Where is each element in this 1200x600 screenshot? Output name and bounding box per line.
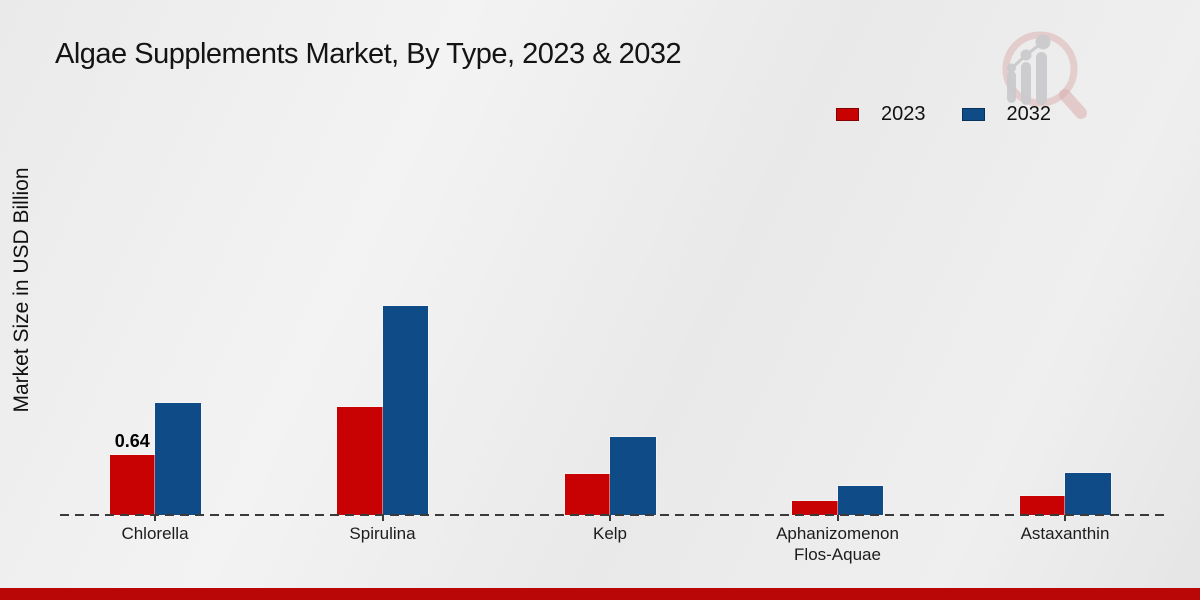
legend-swatch-2032 (961, 108, 985, 121)
legend: 2023 2032 (836, 103, 1051, 126)
legend-label-2023: 2023 (881, 103, 926, 125)
bottom-accent-bar (0, 588, 1200, 600)
magnifier-growth-chart-logo-icon (993, 25, 1093, 125)
x-tick-kelp (609, 515, 611, 521)
x-category-label-chlorella: Chlorella (121, 524, 189, 543)
x-category-label-aphanizomenon-flos-aquae: Aphanizomenon Flos-Aquae (776, 524, 899, 565)
bar-2032-chlorella (155, 402, 201, 515)
bar-2032-spirulina (382, 306, 428, 515)
x-category-label-spirulina: Spirulina (349, 524, 416, 543)
bar-2032-aphanizomenon-flos-aquae (837, 485, 883, 515)
legend-swatch-2023 (836, 108, 859, 121)
x-tick-chlorella (154, 515, 156, 521)
x-tick-astaxanthin (1064, 515, 1066, 521)
bar-2023-kelp (564, 473, 610, 515)
x-category-label-astaxanthin: Astaxanthin (1020, 524, 1110, 543)
value-label-2023-chlorella: 0.64 (114, 431, 150, 452)
chart-title: Algae Supplements Market, By Type, 2023 … (55, 38, 682, 70)
bar-2032-kelp (610, 437, 656, 515)
legend-item-2023: 2023 (836, 103, 926, 126)
bar-2032-astaxanthin (1065, 472, 1111, 515)
x-category-label-kelp: Kelp (592, 524, 628, 543)
x-axis-baseline (60, 514, 1170, 516)
bar-2023-aphanizomenon-flos-aquae (792, 500, 838, 515)
legend-item-2032: 2032 (961, 103, 1052, 126)
bar-2023-chlorella (109, 455, 155, 515)
legend-label-2032: 2032 (1006, 103, 1052, 125)
x-tick-aphanizomenon-flos-aquae (836, 515, 839, 521)
x-tick-spirulina (381, 515, 384, 521)
bar-2023-astaxanthin (1019, 496, 1065, 515)
bar-2023-spirulina (337, 407, 383, 515)
